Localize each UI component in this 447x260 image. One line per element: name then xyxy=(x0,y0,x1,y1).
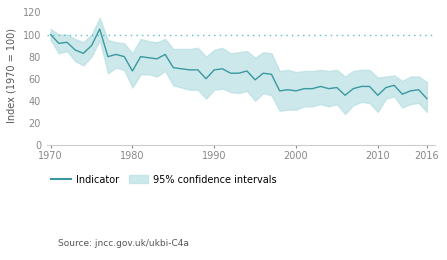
Text: Source: jncc.gov.uk/ukbi-C4a: Source: jncc.gov.uk/ukbi-C4a xyxy=(58,239,189,248)
Legend: Indicator, 95% confidence intervals: Indicator, 95% confidence intervals xyxy=(51,175,277,185)
Y-axis label: Index (1970 = 100): Index (1970 = 100) xyxy=(7,28,17,124)
